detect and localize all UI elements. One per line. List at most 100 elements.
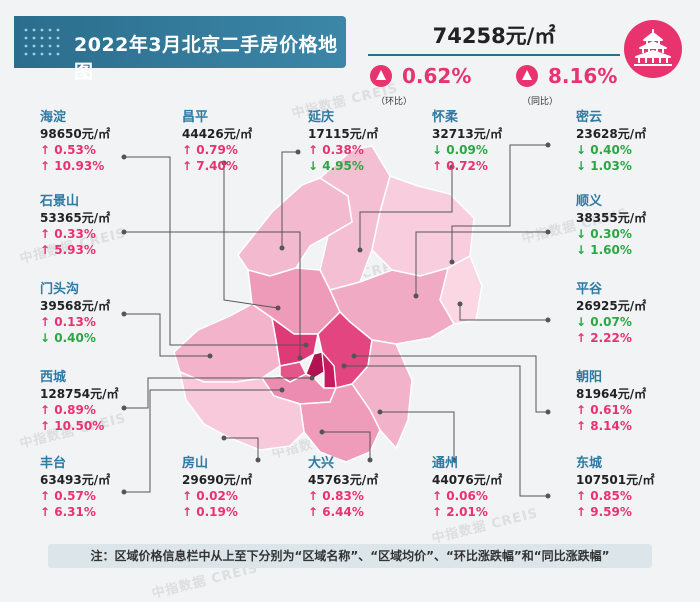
district-yoy: ↑ 6.31%	[40, 505, 96, 519]
district-daxing: 大兴 45763元/㎡ ↑ 0.83% ↑ 6.44%	[308, 456, 378, 520]
district-shunyi: 顺义 38355元/㎡ ↓ 0.30% ↓ 1.60%	[576, 194, 646, 258]
yoy-label: （同比）	[522, 97, 559, 107]
district-name: 东城	[576, 456, 603, 471]
district-xicheng: 西城 128754元/㎡ ↑ 0.89% ↑ 10.50%	[40, 370, 118, 434]
district-price: 38355元/㎡	[576, 211, 647, 225]
yoy-summary: 8.16%	[516, 64, 617, 88]
district-name: 房山	[182, 456, 209, 471]
district-mom: ↑ 0.57%	[40, 489, 96, 503]
up-arrow-icon	[516, 65, 538, 87]
district-yoy: ↑ 8.14%	[576, 419, 632, 433]
district-mom: ↓ 0.30%	[576, 227, 632, 241]
district-mom: ↓ 0.09%	[432, 143, 488, 157]
district-mom: ↑ 0.02%	[182, 489, 238, 503]
district-mom: ↑ 0.13%	[40, 315, 96, 329]
page-title: 2022年3月北京二手房价格地图	[74, 34, 338, 83]
district-name: 石景山	[40, 194, 80, 209]
mom-change-value: 0.62%	[402, 64, 472, 88]
map-anchor-dots	[207, 245, 463, 441]
district-yoy: ↑ 5.93%	[40, 243, 96, 257]
district-mom: ↓ 0.40%	[576, 143, 632, 157]
map-region-fangshan[interactable]	[178, 370, 305, 451]
beijing-district-map	[121, 142, 551, 499]
map-region-mentougou[interactable]	[173, 303, 281, 383]
district-name: 朝阳	[576, 370, 603, 385]
district-huairou: 怀柔 32713元/㎡ ↓ 0.09% ↑ 0.72%	[432, 110, 502, 174]
district-yoy: ↑ 0.72%	[432, 159, 488, 173]
district-shijingshan: 石景山 53365元/㎡ ↑ 0.33% ↑ 5.93%	[40, 194, 110, 258]
district-yanqing: 延庆 17115元/㎡ ↑ 0.38% ↓ 4.95%	[308, 110, 378, 174]
district-mom: ↑ 0.61%	[576, 403, 632, 417]
district-name: 海淀	[40, 110, 67, 125]
district-fangshan: 房山 29690元/㎡ ↑ 0.02% ↑ 0.19%	[182, 456, 252, 520]
yoy-change-value: 8.16%	[548, 64, 618, 88]
district-yoy: ↓ 1.03%	[576, 159, 632, 173]
district-price: 107501元/㎡	[576, 473, 655, 487]
mom-summary: 0.62%	[370, 64, 471, 88]
district-yoy: ↑ 2.01%	[432, 505, 488, 519]
district-price: 45763元/㎡	[308, 473, 379, 487]
district-price: 23628元/㎡	[576, 127, 647, 141]
district-name: 昌平	[182, 110, 209, 125]
divider	[368, 54, 620, 56]
district-name: 密云	[576, 110, 603, 125]
map-region-haidian[interactable]	[270, 316, 319, 367]
district-yoy: ↓ 1.60%	[576, 243, 632, 257]
dot-grid-icon	[24, 28, 60, 56]
district-price: 44426元/㎡	[182, 127, 253, 141]
leader-lines	[124, 144, 548, 497]
district-mom: ↑ 0.53%	[40, 143, 96, 157]
district-price: 98650元/㎡	[40, 127, 111, 141]
district-miyun: 密云 23628元/㎡ ↓ 0.40% ↓ 1.03%	[576, 110, 646, 174]
district-name: 怀柔	[432, 110, 459, 125]
district-price: 17115元/㎡	[308, 127, 379, 141]
district-chaoyang: 朝阳 81964元/㎡ ↑ 0.61% ↑ 8.14%	[576, 370, 646, 434]
district-price: 63493元/㎡	[40, 473, 111, 487]
district-name: 西城	[40, 370, 67, 385]
district-mom: ↓ 0.07%	[576, 315, 632, 329]
district-yoy: ↑ 7.40%	[182, 159, 238, 173]
overall-avg-price: 74258元/㎡	[432, 24, 556, 48]
district-name: 大兴	[308, 456, 335, 471]
mom-label: （环比）	[376, 97, 413, 107]
district-name: 丰台	[40, 456, 67, 471]
district-price: 81964元/㎡	[576, 387, 647, 401]
district-name: 通州	[432, 456, 459, 471]
district-mom: ↑ 0.83%	[308, 489, 364, 503]
temple-of-heaven-icon	[624, 20, 682, 78]
district-name: 平谷	[576, 282, 603, 297]
district-mom: ↑ 0.06%	[432, 489, 488, 503]
district-pinggu: 平谷 26925元/㎡ ↓ 0.07% ↑ 2.22%	[576, 282, 646, 346]
district-mom: ↑ 0.89%	[40, 403, 96, 417]
district-haidian: 海淀 98650元/㎡ ↑ 0.53% ↑ 10.93%	[40, 110, 110, 174]
district-dongcheng: 东城 107501元/㎡ ↑ 0.85% ↑ 9.59%	[576, 456, 654, 520]
district-price: 44076元/㎡	[432, 473, 503, 487]
district-mom: ↑ 0.79%	[182, 143, 238, 157]
district-mentougou: 门头沟 39568元/㎡ ↑ 0.13% ↓ 0.40%	[40, 282, 110, 346]
district-name: 门头沟	[40, 282, 80, 297]
district-yoy: ↓ 0.40%	[40, 331, 96, 345]
district-yoy: ↑ 10.50%	[40, 419, 105, 433]
district-price: 29690元/㎡	[182, 473, 253, 487]
district-fengtai: 丰台 63493元/㎡ ↑ 0.57% ↑ 6.31%	[40, 456, 110, 520]
district-price: 128754元/㎡	[40, 387, 119, 401]
district-name: 延庆	[308, 110, 335, 125]
district-mom: ↑ 0.38%	[308, 143, 364, 157]
district-price: 53365元/㎡	[40, 211, 111, 225]
leader-dots	[121, 142, 551, 499]
district-yoy: ↑ 6.44%	[308, 505, 364, 519]
district-price: 26925元/㎡	[576, 299, 647, 313]
district-name: 顺义	[576, 194, 603, 209]
district-mom: ↑ 0.85%	[576, 489, 632, 503]
map-region-xicheng[interactable]	[305, 351, 325, 379]
district-yoy: ↑ 2.22%	[576, 331, 632, 345]
district-yoy: ↑ 10.93%	[40, 159, 105, 173]
district-price: 39568元/㎡	[40, 299, 111, 313]
district-changping: 昌平 44426元/㎡ ↑ 0.79% ↑ 7.40%	[182, 110, 252, 174]
map-region-daxing[interactable]	[299, 383, 381, 463]
district-yoy: ↑ 0.19%	[182, 505, 238, 519]
footnote: 注：区域价格信息栏中从上至下分别为“区域名称”、“区域均价”、“环比涨跌幅”和“…	[48, 544, 652, 568]
district-yoy: ↑ 9.59%	[576, 505, 632, 519]
district-price: 32713元/㎡	[432, 127, 503, 141]
district-yoy: ↓ 4.95%	[308, 159, 364, 173]
